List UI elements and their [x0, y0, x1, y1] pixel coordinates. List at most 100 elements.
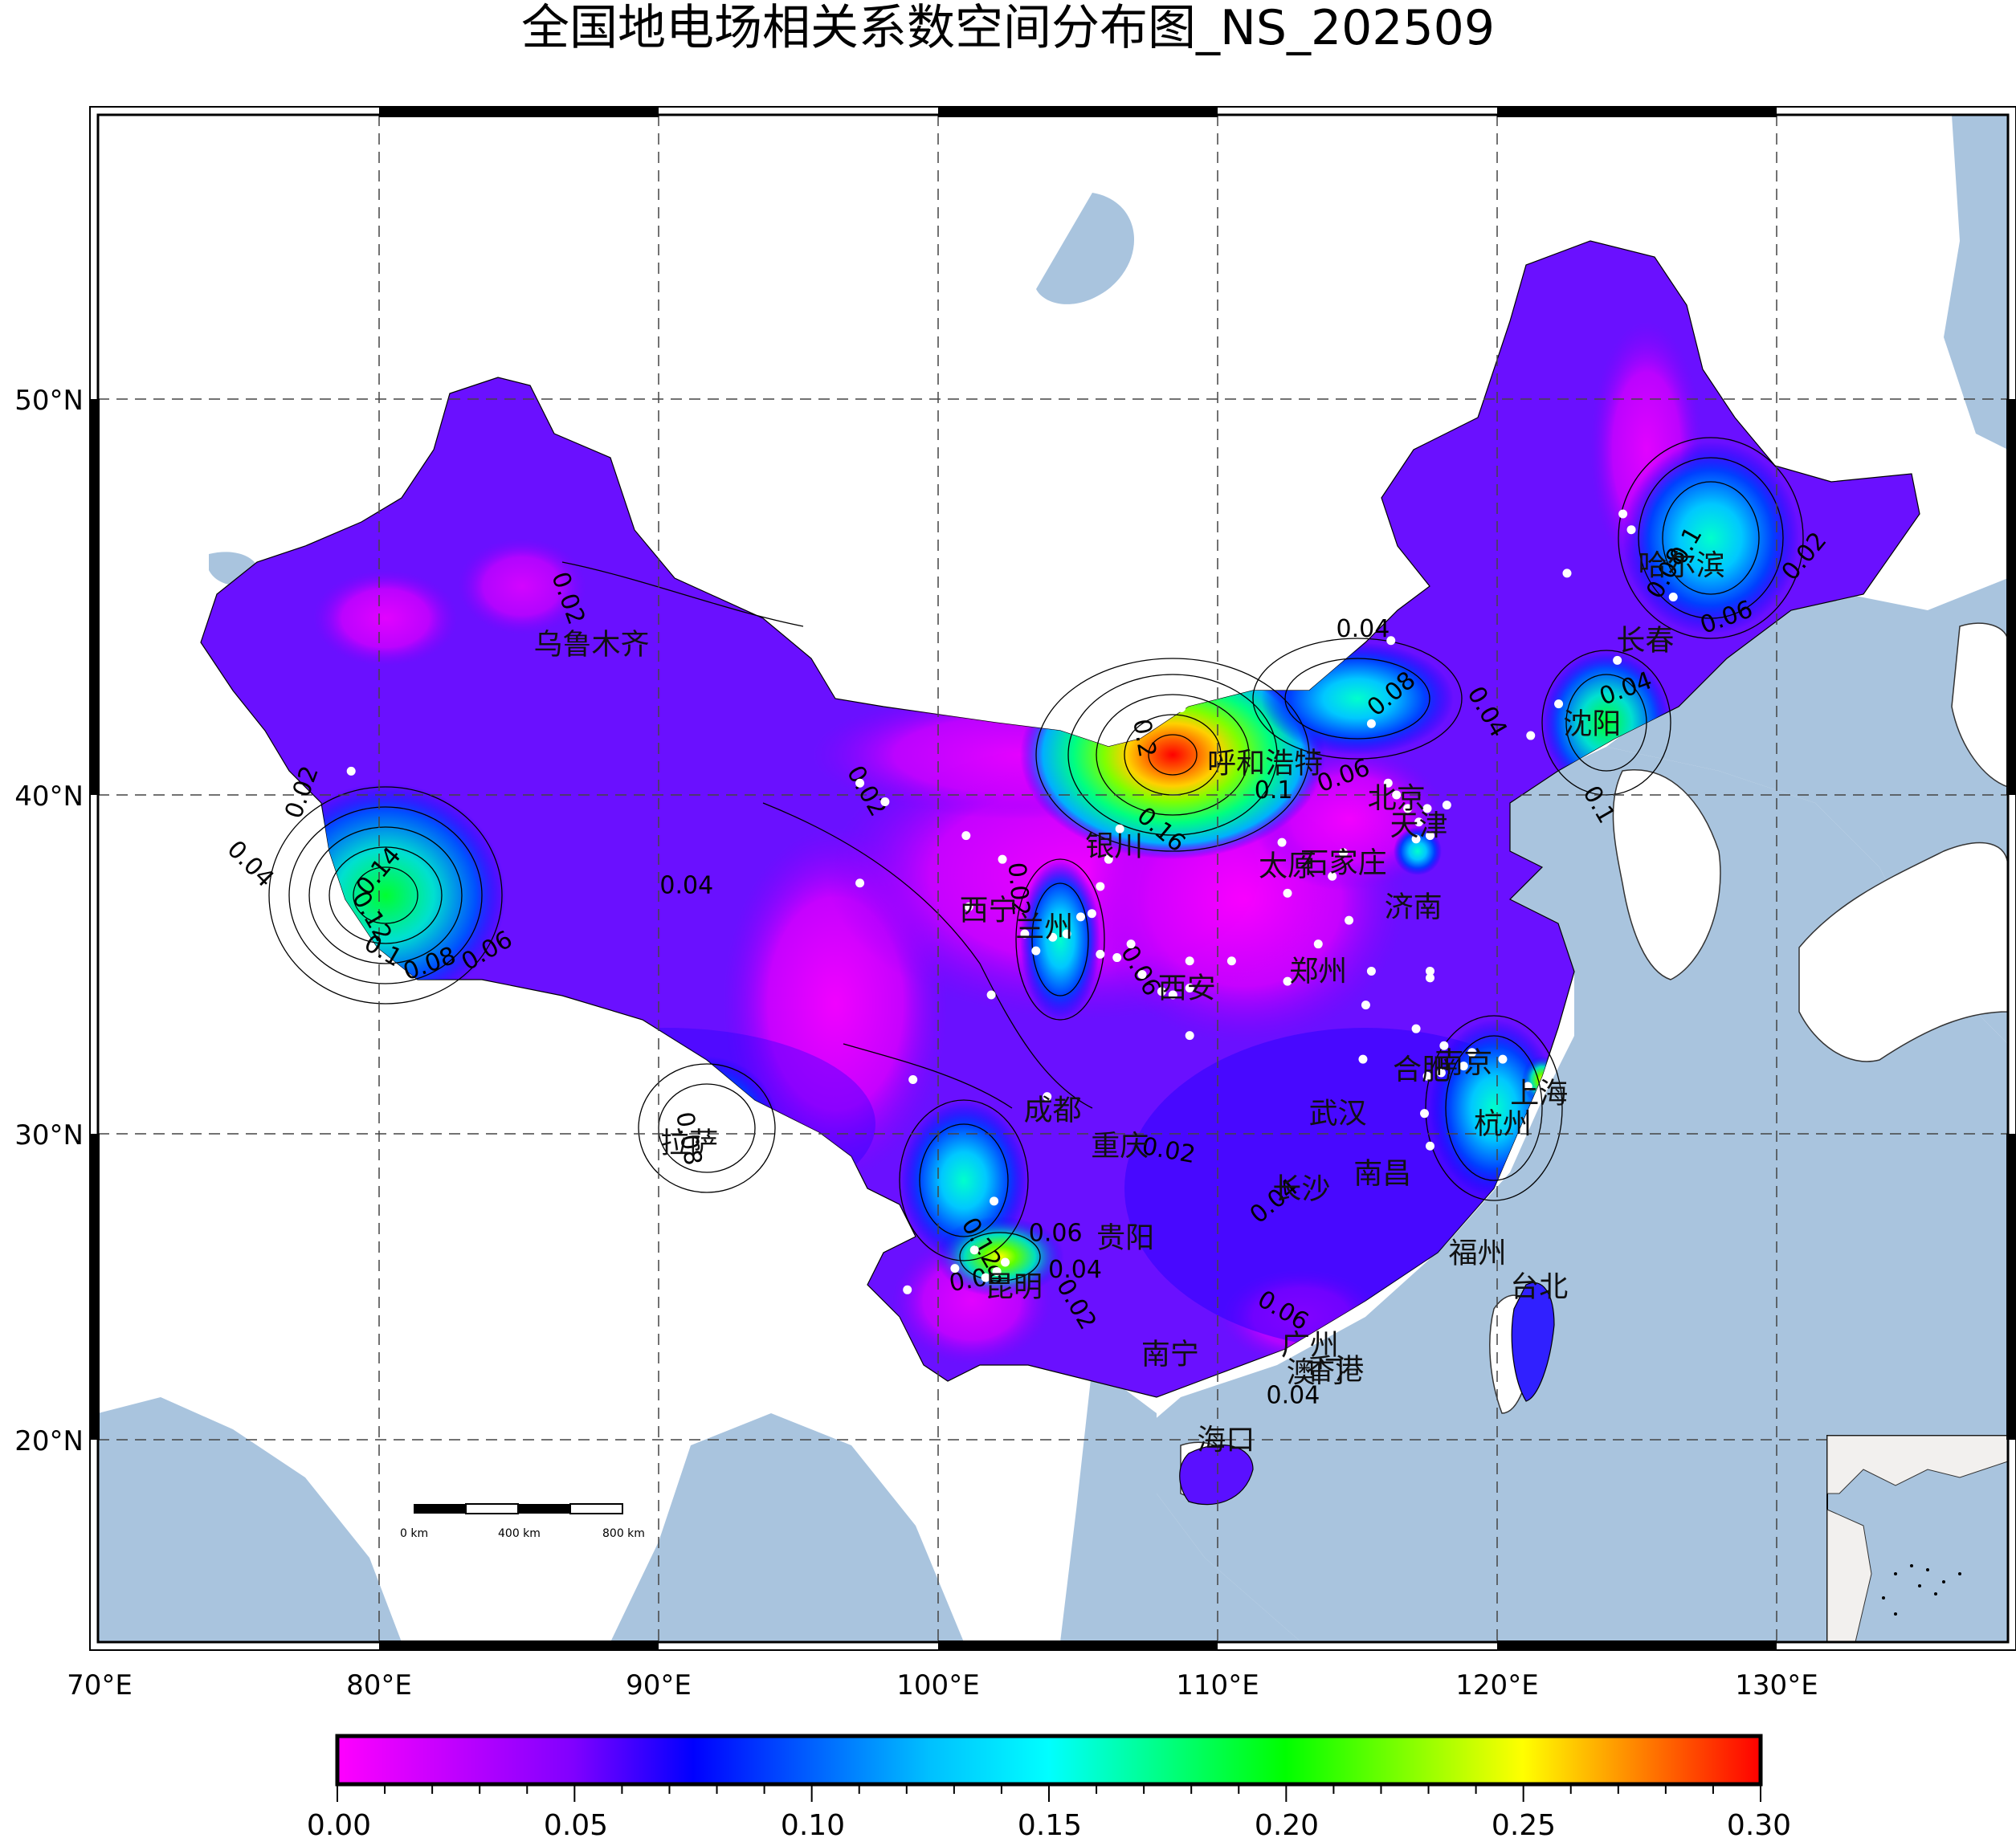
station-dot [998, 854, 1007, 864]
station-dot [1618, 509, 1628, 519]
map-frame [89, 106, 2016, 1651]
station-dot [1420, 1109, 1430, 1119]
contour-label: 0.04 [1267, 1381, 1320, 1409]
station-dot [990, 1196, 999, 1206]
station-dot [969, 1245, 979, 1255]
station-dot [1442, 801, 1451, 810]
station-dot [346, 766, 356, 776]
station-dot [961, 831, 971, 841]
station-dot [1137, 970, 1147, 980]
station-dot [1115, 824, 1124, 833]
hainan-island [1179, 1445, 1254, 1506]
colorbar-tick-label: 0.25 [1492, 1809, 1556, 1838]
city-label: 呼和浩特 [1207, 748, 1323, 780]
station-dot [992, 1266, 1002, 1276]
station-dot [1526, 731, 1536, 740]
scale-bar: 0 km 400 km 800 km [400, 1503, 645, 1540]
station-dot [1020, 929, 1030, 939]
station-dot [1554, 699, 1564, 709]
station-dot [1185, 984, 1194, 993]
city-label: 成都 [1024, 1094, 1082, 1127]
city-label: 福州 [1449, 1237, 1507, 1270]
inset-map [1826, 1435, 2008, 1642]
station-dot [1414, 817, 1424, 827]
scale-label-800: 800 km [602, 1527, 645, 1540]
city-label: 武汉 [1309, 1098, 1367, 1131]
contour-label: 0.2 [1127, 717, 1161, 760]
lat-label: 20°N [14, 1425, 84, 1457]
city-label: 南宁 [1141, 1338, 1199, 1371]
map-title: 全国地电场相关系数空间分布图_NS_202509 [520, 0, 1495, 56]
station-dot [855, 878, 865, 888]
contour-label: 0.04 [659, 871, 713, 899]
ocean-areas [98, 115, 2008, 1642]
station-dot [1226, 956, 1236, 966]
station-dot [1283, 888, 1292, 898]
city-label: 济南 [1385, 890, 1443, 923]
graticule [98, 115, 2008, 1642]
lat-label: 40°N [14, 780, 84, 813]
station-dot [1075, 912, 1085, 922]
station-dot [1386, 636, 1396, 646]
station-dot [1498, 1054, 1508, 1064]
contour-label: 0.04 [1337, 615, 1390, 643]
city-label: 澳门 [1287, 1356, 1345, 1389]
city-label: 郑州 [1289, 955, 1347, 988]
colorbar-tick-label: 0.20 [1255, 1809, 1319, 1838]
city-label: 上海 [1510, 1077, 1568, 1110]
station-dot [1425, 966, 1434, 976]
station-dot [964, 902, 973, 911]
colorbar-tick-label: 0.10 [781, 1809, 845, 1838]
station-dot [986, 990, 996, 1000]
city-label: 哈尔滨 [1639, 549, 1725, 582]
station-dot [1185, 1031, 1194, 1041]
colorbar-tick-label: 0.30 [1727, 1809, 1791, 1838]
station-dot [1403, 804, 1413, 813]
station-dot [908, 1074, 918, 1084]
city-label: 长春 [1616, 625, 1674, 658]
station-dot [1062, 929, 1071, 939]
station-dot [1425, 973, 1434, 983]
station-dot [1277, 837, 1287, 847]
station-dot [1345, 915, 1354, 925]
station-dot [1001, 1257, 1010, 1267]
lon-label: 100°E [896, 1669, 979, 1701]
station-dot [1366, 719, 1376, 728]
scale-label-0: 0 km [400, 1527, 428, 1540]
station-dot [1283, 976, 1292, 986]
city-label: 沈阳 [1563, 707, 1621, 740]
station-dot [1422, 804, 1432, 813]
station-dot [1392, 790, 1402, 800]
lat-label: 30°N [14, 1119, 84, 1151]
city-label: 乌鲁木齐 [533, 629, 649, 662]
station-dot [1562, 569, 1572, 578]
city-label: 广州 [1281, 1329, 1339, 1362]
station-dot [1668, 593, 1678, 601]
station-dot [1096, 882, 1105, 891]
lon-axis-labels: 70°E 80°E 90°E 100°E 110°E 120°E 130°E [67, 1669, 1818, 1701]
city-label: 香港 [1306, 1353, 1364, 1386]
city-label: 石家庄 [1300, 846, 1387, 879]
taiwan-island [1511, 1282, 1555, 1402]
lon-label: 70°E [67, 1669, 133, 1701]
station-dot [1096, 949, 1105, 959]
station-dot [1112, 953, 1122, 963]
station-dot [1439, 1041, 1449, 1050]
station-dot [1313, 939, 1323, 949]
station-dot [1104, 854, 1113, 864]
contour-label: 0.02 [1002, 862, 1035, 918]
station-dot [1422, 1071, 1432, 1081]
station-dot [1411, 834, 1421, 844]
lon-label: 110°E [1176, 1669, 1259, 1701]
city-label: 合肥 [1393, 1053, 1451, 1086]
city-label: 台北 [1510, 1271, 1568, 1304]
contour-label: 0.1 [1255, 776, 1293, 805]
station-dot [1185, 956, 1194, 966]
station-dot [1467, 1048, 1477, 1058]
colorbar-tick-label: 0.05 [544, 1809, 608, 1838]
lon-label: 80°E [346, 1669, 412, 1701]
city-label: 杭州 [1474, 1107, 1532, 1140]
contour-label: 0.04 [1048, 1256, 1102, 1284]
